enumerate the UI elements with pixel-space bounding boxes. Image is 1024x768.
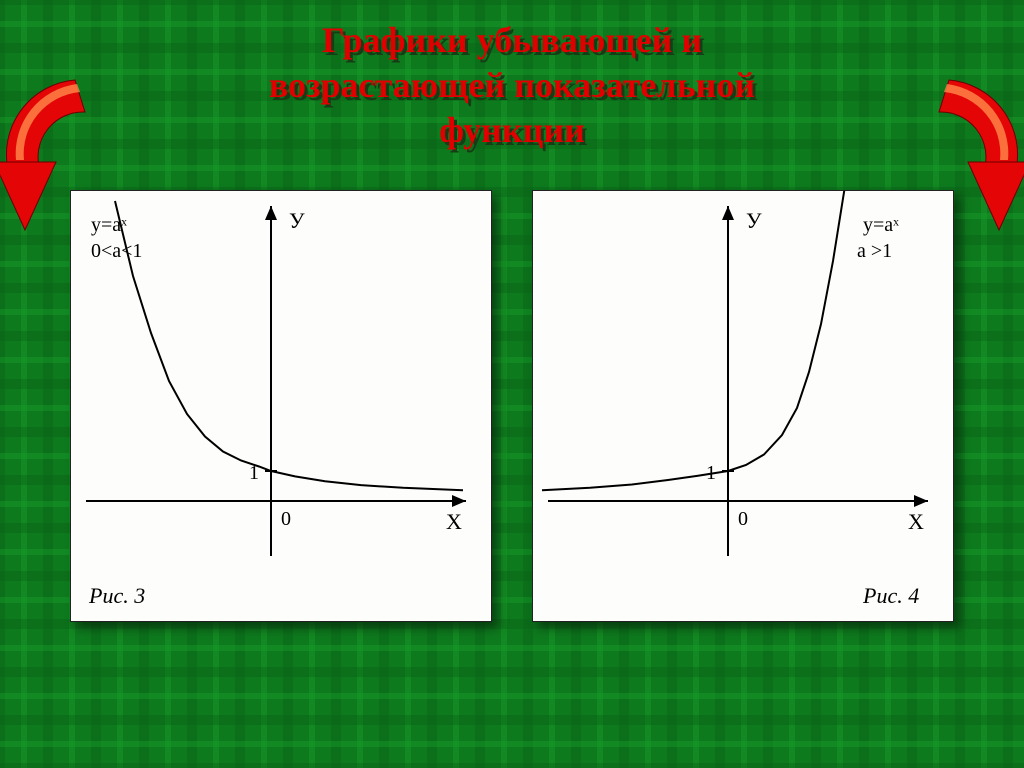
svg-text:У: У — [289, 208, 305, 233]
svg-text:1: 1 — [706, 462, 716, 484]
svg-text:0: 0 — [281, 508, 291, 530]
title-line-1: Графики убывающей и — [0, 18, 1024, 63]
svg-text:0: 0 — [738, 508, 748, 530]
svg-text:1: 1 — [249, 462, 259, 484]
svg-text:X: X — [908, 509, 924, 534]
arrow-left-icon — [0, 70, 160, 270]
svg-text:Рис. 4: Рис. 4 — [862, 583, 919, 608]
svg-text:X: X — [446, 509, 462, 534]
arrow-right-icon — [864, 70, 1024, 270]
svg-text:Рис. 3: Рис. 3 — [88, 583, 145, 608]
svg-text:У: У — [746, 208, 762, 233]
